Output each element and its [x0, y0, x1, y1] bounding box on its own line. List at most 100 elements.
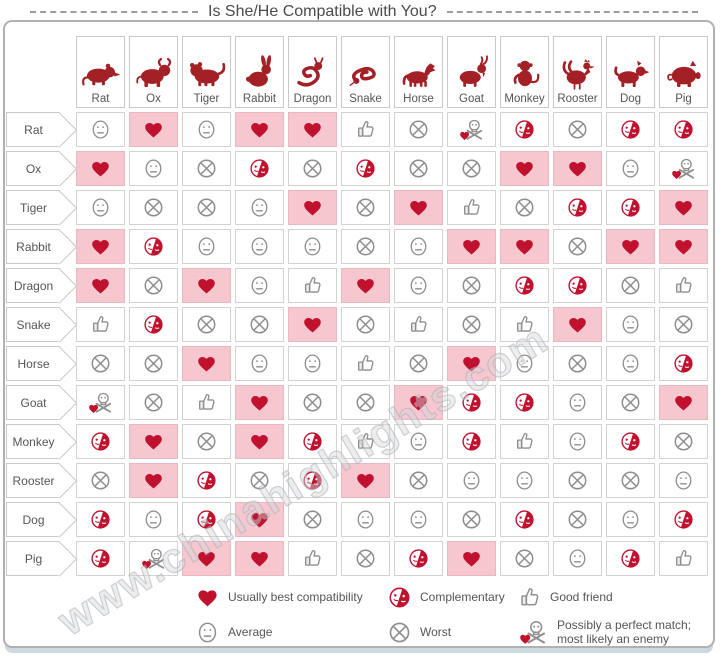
cell-dog-snake [341, 502, 390, 537]
column-header-snake: Snake [341, 36, 390, 108]
complementary-icon [514, 509, 535, 530]
worst-icon [567, 470, 588, 491]
row-header-ox: Ox [6, 151, 72, 186]
complementary-icon [514, 275, 535, 296]
cell-goat-rooster [553, 385, 602, 420]
worst-icon [355, 548, 376, 569]
cell-rat-dog [606, 112, 655, 147]
complementary-icon [620, 431, 641, 452]
cell-pig-dragon [288, 541, 337, 576]
cell-ox-pig [659, 151, 708, 186]
average-face-icon [408, 275, 429, 296]
cell-tiger-pig [659, 190, 708, 225]
cell-dragon-goat [447, 268, 496, 303]
row-label-tiger: Tiger [20, 200, 47, 215]
cell-rooster-dragon [288, 463, 337, 498]
cell-tiger-rat [76, 190, 125, 225]
thumbs-up-icon [514, 431, 535, 452]
cell-goat-rat [76, 385, 125, 420]
heart-skull-icon [458, 118, 485, 141]
heart-icon [355, 275, 376, 296]
heart-icon [249, 548, 270, 569]
row-label-goat: Goat [20, 395, 47, 410]
cell-dragon-snake [341, 268, 390, 303]
cell-ox-rooster [553, 151, 602, 186]
average-face-icon [249, 197, 270, 218]
average-face-icon [408, 431, 429, 452]
average-face-icon [620, 509, 641, 530]
thumbs-up-icon [355, 431, 376, 452]
cell-tiger-tiger [182, 190, 231, 225]
worst-icon [355, 197, 376, 218]
legend-item-enemy: Possibly a perfect match; most likely an… [518, 618, 698, 647]
column-label-rabbit: Rabbit [242, 93, 277, 105]
worst-icon [567, 353, 588, 374]
rooster-icon [557, 54, 599, 92]
thumbs-up-icon [673, 548, 694, 569]
row-label-dog: Dog [22, 512, 45, 527]
cell-horse-goat [447, 346, 496, 381]
row-header-rabbit: Rabbit [6, 229, 72, 264]
average-face-icon [408, 509, 429, 530]
average-face-icon [143, 509, 164, 530]
cell-tiger-rabbit [235, 190, 284, 225]
column-label-rat: Rat [91, 93, 110, 105]
cell-rat-tiger [182, 112, 231, 147]
average-face-icon [302, 353, 323, 374]
cell-dog-pig [659, 502, 708, 537]
cell-pig-rabbit [235, 541, 284, 576]
cell-rat-dragon [288, 112, 337, 147]
row-label-snake: Snake [16, 317, 51, 332]
heart-skull-icon [87, 391, 114, 414]
thumbs-up-icon [302, 548, 323, 569]
heart-icon [408, 197, 429, 218]
cell-dog-horse [394, 502, 443, 537]
column-label-snake: Snake [349, 93, 382, 105]
cell-rooster-pig [659, 463, 708, 498]
legend-label: Good friend [550, 590, 613, 605]
thumbs-up-icon [90, 314, 111, 335]
cell-pig-rooster [553, 541, 602, 576]
cell-horse-snake [341, 346, 390, 381]
worst-icon [567, 119, 588, 140]
row-label-pennant: Rooster [6, 463, 60, 498]
complementary-icon [90, 431, 111, 452]
heart-icon [567, 314, 588, 335]
ox-icon [133, 54, 175, 92]
goat-icon [451, 54, 493, 92]
cell-ox-rat [76, 151, 125, 186]
worst-icon [408, 119, 429, 140]
complementary-icon [388, 586, 411, 609]
row-label-pennant: Horse [6, 346, 60, 381]
cell-rooster-monkey [500, 463, 549, 498]
row-header-rooster: Rooster [6, 463, 72, 498]
cell-dragon-dragon [288, 268, 337, 303]
cell-horse-ox [129, 346, 178, 381]
column-label-monkey: Monkey [504, 93, 545, 105]
worst-icon [249, 314, 270, 335]
average-face-icon [196, 119, 217, 140]
heart-icon [249, 431, 270, 452]
row-label-rabbit: Rabbit [16, 239, 51, 254]
dashed-line-left [30, 11, 198, 13]
worst-icon [461, 158, 482, 179]
cell-dragon-rat [76, 268, 125, 303]
column-label-tiger: Tiger [193, 93, 220, 105]
complementary-icon [461, 431, 482, 452]
cell-rabbit-dog [606, 229, 655, 264]
legend-item-good: Good friend [518, 586, 698, 609]
cell-tiger-horse [394, 190, 443, 225]
worst-icon [302, 392, 323, 413]
cell-pig-dog [606, 541, 655, 576]
average-face-icon [196, 236, 217, 257]
row-label-pennant: Ox [6, 151, 60, 186]
average-face-icon [461, 470, 482, 491]
cell-tiger-dragon [288, 190, 337, 225]
cell-pig-tiger [182, 541, 231, 576]
tiger-icon [186, 54, 228, 92]
cell-horse-rabbit [235, 346, 284, 381]
cell-horse-rat [76, 346, 125, 381]
column-label-dog: Dog [619, 93, 642, 105]
cell-horse-pig [659, 346, 708, 381]
cell-snake-goat [447, 307, 496, 342]
